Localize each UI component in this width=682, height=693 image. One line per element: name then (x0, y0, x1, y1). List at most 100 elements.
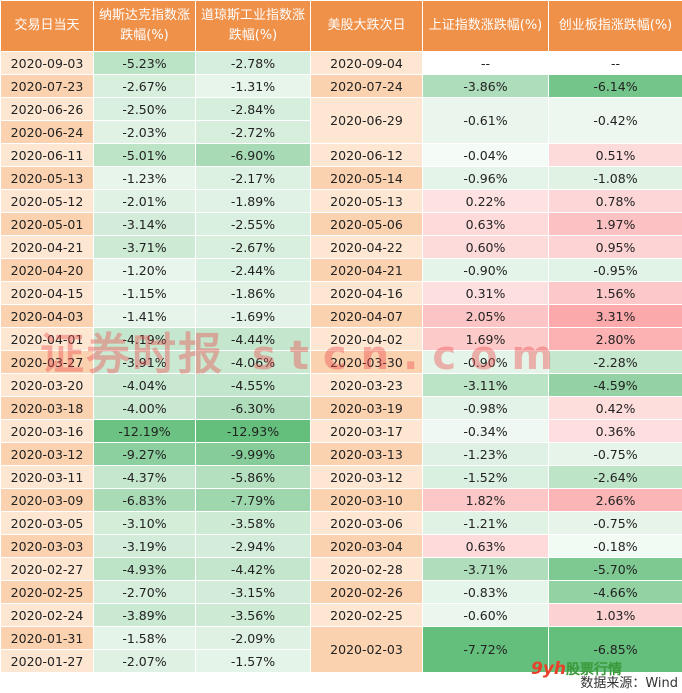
trade-date-cell: 2020-04-20 (0, 258, 94, 282)
next-day-cell: 2020-07-24 (310, 74, 423, 98)
next-day-cell: 2020-02-28 (310, 557, 423, 581)
nasdaq-change-cell: -3.19% (93, 534, 196, 558)
table-row: 2020-04-15 -1.15% -1.86% 2020-04-16 0.31% 1.5… (0, 281, 682, 305)
nasdaq-change-cell: -4.19% (93, 327, 196, 351)
nasdaq-change-cell: -2.70% (93, 580, 196, 604)
next-day-cell: 2020-03-13 (310, 442, 423, 466)
shanghai-change-cell: 1.69% (422, 327, 549, 351)
header-trade-date: 交易日当天 (0, 0, 94, 52)
dow-change-cell: -4.55% (195, 373, 311, 397)
shanghai-change-cell: -0.90% (422, 258, 549, 282)
table-row: 2020-03-27 -3.91% -4.06% 2020-03-30 -0.90% -2… (0, 350, 682, 374)
table-row: 2020-05-01 -3.14% -2.55% 2020-05-06 0.63% 1.9… (0, 212, 682, 236)
next-day-cell: 2020-02-03 (310, 626, 423, 673)
chinext-change-cell: 0.95% (548, 235, 682, 259)
table-row: 2020-05-12 -2.01% -1.89% 2020-05-13 0.22% 0.7… (0, 189, 682, 213)
next-day-cell: 2020-05-06 (310, 212, 423, 236)
dow-change-cell: -6.30% (195, 396, 311, 420)
trade-date-cell: 2020-05-13 (0, 166, 94, 190)
nasdaq-change-cell: -2.01% (93, 189, 196, 213)
trade-date-cell: 2020-03-18 (0, 396, 94, 420)
table-row: 2020-06-11 -5.01% -6.90% 2020-06-12 -0.04% 0.… (0, 143, 682, 167)
next-day-cell: 2020-03-17 (310, 419, 423, 443)
next-day-cell: 2020-03-04 (310, 534, 423, 558)
logo-text: 9yh (530, 659, 566, 679)
next-day-cell: 2020-03-30 (310, 350, 423, 374)
table-row: 2020-03-12 -9.27% -9.99% 2020-03-13 -1.23% -0… (0, 442, 682, 466)
next-day-cell: 2020-04-21 (310, 258, 423, 282)
shanghai-change-cell: 0.60% (422, 235, 549, 259)
trade-date-cell: 2020-03-09 (0, 488, 94, 512)
shanghai-change-cell: -0.34% (422, 419, 549, 443)
next-day-cell: 2020-06-12 (310, 143, 423, 167)
trade-date-cell: 2020-03-12 (0, 442, 94, 466)
shanghai-change-cell: -3.11% (422, 373, 549, 397)
next-day-cell: 2020-04-02 (310, 327, 423, 351)
header-shanghai-change: 上证指数涨跌幅(%) (422, 0, 549, 52)
table-row: 2020-03-11 -4.37% -5.86% 2020-03-12 -1.52% -2… (0, 465, 682, 489)
dow-change-cell: -4.06% (195, 350, 311, 374)
next-day-cell: 2020-04-16 (310, 281, 423, 305)
trade-date-cell: 2020-09-03 (0, 51, 94, 75)
chinext-change-cell: 1.56% (548, 281, 682, 305)
trade-date-cell: 2020-03-16 (0, 419, 94, 443)
nasdaq-change-cell: -5.01% (93, 143, 196, 167)
shanghai-change-cell: -3.86% (422, 74, 549, 98)
dow-change-cell: -1.86% (195, 281, 311, 305)
table-row: 2020-03-20 -4.04% -4.55% 2020-03-23 -3.11% -4… (0, 373, 682, 397)
dow-change-cell: -1.89% (195, 189, 311, 213)
site-logo: 9yh股票行情 (531, 659, 622, 679)
dow-change-cell: -3.56% (195, 603, 311, 627)
trade-date-cell: 2020-05-01 (0, 212, 94, 236)
dow-change-cell: -2.55% (195, 212, 311, 236)
table-row: 2020-06-26 -2.50% -2.84% 2020-06-29 -0.61% -0… (0, 97, 682, 144)
nasdaq-change-cell: -3.14% (93, 212, 196, 236)
trade-date-cell: 2020-06-26 (0, 97, 94, 121)
chinext-change-cell: -0.75% (548, 442, 682, 466)
dow-change-cell: -4.44% (195, 327, 311, 351)
dow-change-cell: -3.15% (195, 580, 311, 604)
next-day-cell: 2020-04-07 (310, 304, 423, 328)
nasdaq-change-cell: -4.37% (93, 465, 196, 489)
nasdaq-change-cell: -3.89% (93, 603, 196, 627)
trade-date-cell: 2020-03-03 (0, 534, 94, 558)
shanghai-change-cell: -0.61% (422, 97, 549, 144)
dow-change-cell: -2.78% (195, 51, 311, 75)
header-dow-change: 道琼斯工业指数涨跌幅(%) (195, 0, 311, 52)
dow-change-cell: -2.94% (195, 534, 311, 558)
trade-date-cell: 2020-05-12 (0, 189, 94, 213)
trade-date-cell: 2020-02-24 (0, 603, 94, 627)
market-drop-table: 交易日当天 纳斯达克指数涨跌幅(%) 道琼斯工业指数涨跌幅(%) 美股大跌次日 … (0, 0, 682, 673)
table-row: 2020-02-27 -4.93% -4.42% 2020-02-28 -3.71% -5… (0, 557, 682, 581)
shanghai-change-cell: 1.82% (422, 488, 549, 512)
next-day-cell: 2020-03-06 (310, 511, 423, 535)
table-row: 2020-07-23 -2.67% -1.31% 2020-07-24 -3.86% -6… (0, 74, 682, 98)
next-day-cell: 2020-09-04 (310, 51, 423, 75)
dow-change-cell: -1.69% (195, 304, 311, 328)
shanghai-change-cell: -0.83% (422, 580, 549, 604)
next-day-cell: 2020-06-29 (310, 97, 423, 144)
chinext-change-cell: 2.80% (548, 327, 682, 351)
chinext-change-cell: -0.18% (548, 534, 682, 558)
trade-date-cell: 2020-04-15 (0, 281, 94, 305)
dow-change-cell: -6.90% (195, 143, 311, 167)
header-row: 交易日当天 纳斯达克指数涨跌幅(%) 道琼斯工业指数涨跌幅(%) 美股大跌次日 … (0, 0, 682, 52)
table-row: 2020-04-20 -1.20% -2.44% 2020-04-21 -0.90% -0… (0, 258, 682, 282)
nasdaq-change-cell: -3.10% (93, 511, 196, 535)
header-nasdaq-change: 纳斯达克指数涨跌幅(%) (93, 0, 196, 52)
nasdaq-change-cell: -2.03% (93, 120, 196, 144)
dow-change-cell: -9.99% (195, 442, 311, 466)
dow-change-cell: -2.44% (195, 258, 311, 282)
chinext-change-cell: -5.70% (548, 557, 682, 581)
table-row: 2020-09-03 -5.23% -2.78% 2020-09-04 -- -- (0, 51, 682, 75)
table-row: 2020-04-03 -1.41% -1.69% 2020-04-07 2.05% 3.3… (0, 304, 682, 328)
header-next-day: 美股大跌次日 (310, 0, 423, 52)
next-day-cell: 2020-03-10 (310, 488, 423, 512)
dow-change-cell: -3.58% (195, 511, 311, 535)
table-row: 2020-05-13 -1.23% -2.17% 2020-05-14 -0.96% -1… (0, 166, 682, 190)
nasdaq-change-cell: -1.15% (93, 281, 196, 305)
chinext-change-cell: -6.85% (548, 626, 682, 673)
table-row: 2020-04-21 -3.71% -2.67% 2020-04-22 0.60% 0.9… (0, 235, 682, 259)
chinext-change-cell: 0.51% (548, 143, 682, 167)
nasdaq-change-cell: -5.23% (93, 51, 196, 75)
